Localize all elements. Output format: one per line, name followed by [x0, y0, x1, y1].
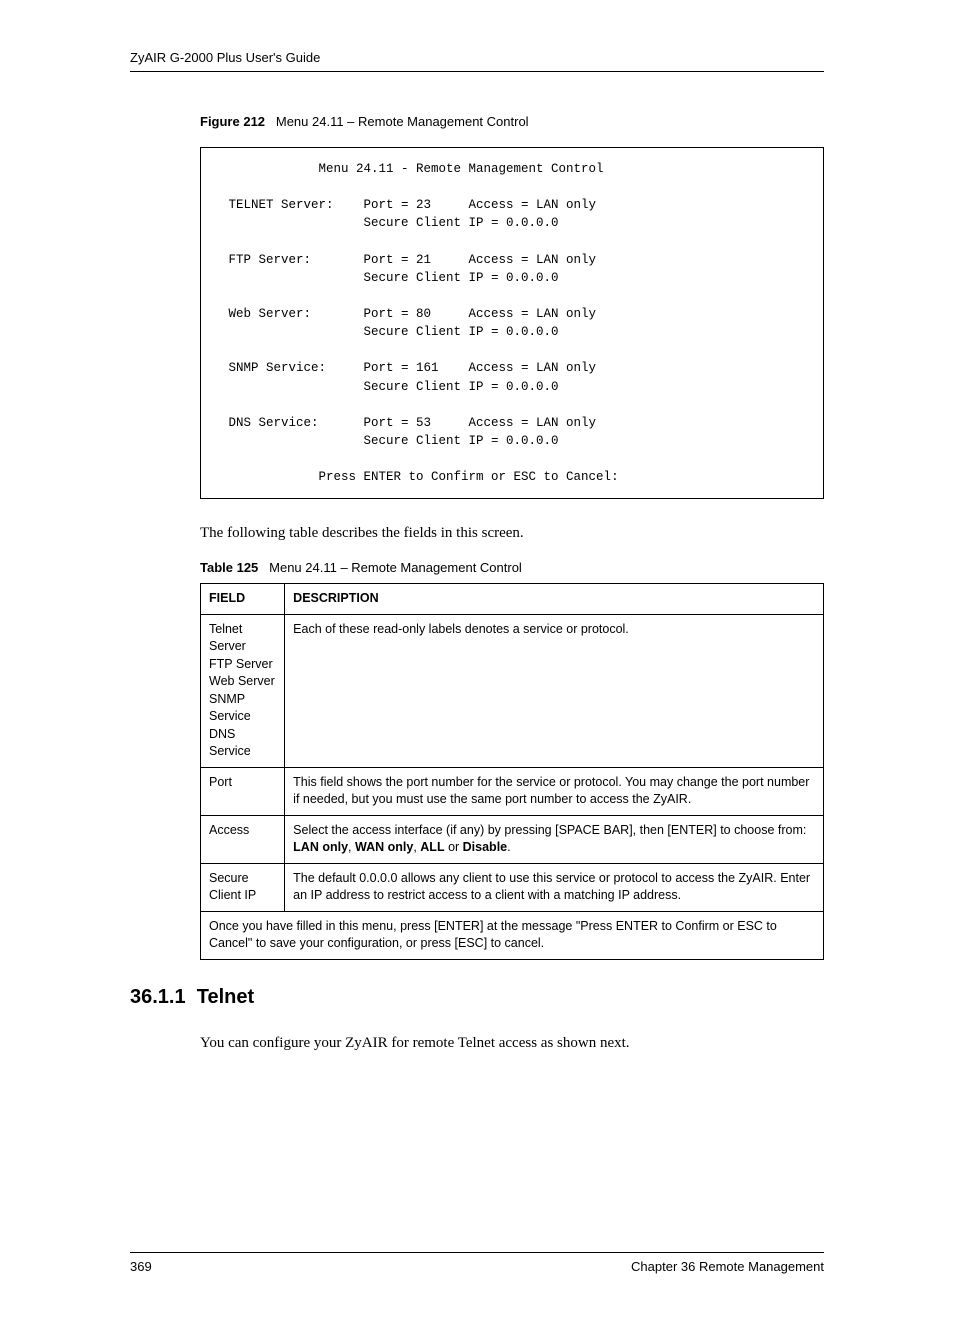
description-cell: Each of these read-only labels denotes a… [285, 614, 824, 767]
description-cell: Select the access interface (if any) by … [285, 815, 824, 863]
field-cell: Access [201, 815, 285, 863]
description-cell: The default 0.0.0.0 allows any client to… [285, 863, 824, 911]
figure-label: Figure 212 [200, 114, 265, 129]
table-title: Menu 24.11 – Remote Management Control [269, 560, 522, 575]
section-number: 36.1.1 [130, 986, 186, 1008]
field-cell: Telnet ServerFTP ServerWeb ServerSNMP Se… [201, 614, 285, 767]
figure-caption: Figure 212 Menu 24.11 – Remote Managemen… [200, 114, 824, 129]
chapter-label: Chapter 36 Remote Management [631, 1259, 824, 1274]
column-header-field: FIELD [201, 584, 285, 615]
field-cell: Secure Client IP [201, 863, 285, 911]
page-header: ZyAIR G-2000 Plus User's Guide [130, 50, 824, 72]
description-table: FIELD DESCRIPTION Telnet ServerFTP Serve… [200, 583, 824, 960]
table-row: Secure Client IPThe default 0.0.0.0 allo… [201, 863, 824, 911]
table-footer-cell: Once you have filled in this menu, press… [201, 911, 824, 959]
column-header-description: DESCRIPTION [285, 584, 824, 615]
page-number: 369 [130, 1259, 152, 1274]
description-cell: This field shows the port number for the… [285, 767, 824, 815]
table-row: PortThis field shows the port number for… [201, 767, 824, 815]
table-header-row: FIELD DESCRIPTION [201, 584, 824, 615]
table-row: Telnet ServerFTP ServerWeb ServerSNMP Se… [201, 614, 824, 767]
table-row: AccessSelect the access interface (if an… [201, 815, 824, 863]
table-footer-row: Once you have filled in this menu, press… [201, 911, 824, 959]
section-body: You can configure your ZyAIR for remote … [200, 1035, 824, 1052]
table-caption: Table 125 Menu 24.11 – Remote Management… [200, 560, 824, 575]
figure-title: Menu 24.11 – Remote Management Control [276, 114, 529, 129]
page-footer: 369 Chapter 36 Remote Management [130, 1252, 824, 1274]
intro-paragraph: The following table describes the fields… [200, 525, 824, 542]
section-title: Telnet [197, 986, 254, 1008]
field-cell: Port [201, 767, 285, 815]
table-label: Table 125 [200, 560, 258, 575]
section-heading: 36.1.1 Telnet [130, 986, 824, 1009]
terminal-output: Menu 24.11 - Remote Management Control T… [200, 147, 824, 499]
